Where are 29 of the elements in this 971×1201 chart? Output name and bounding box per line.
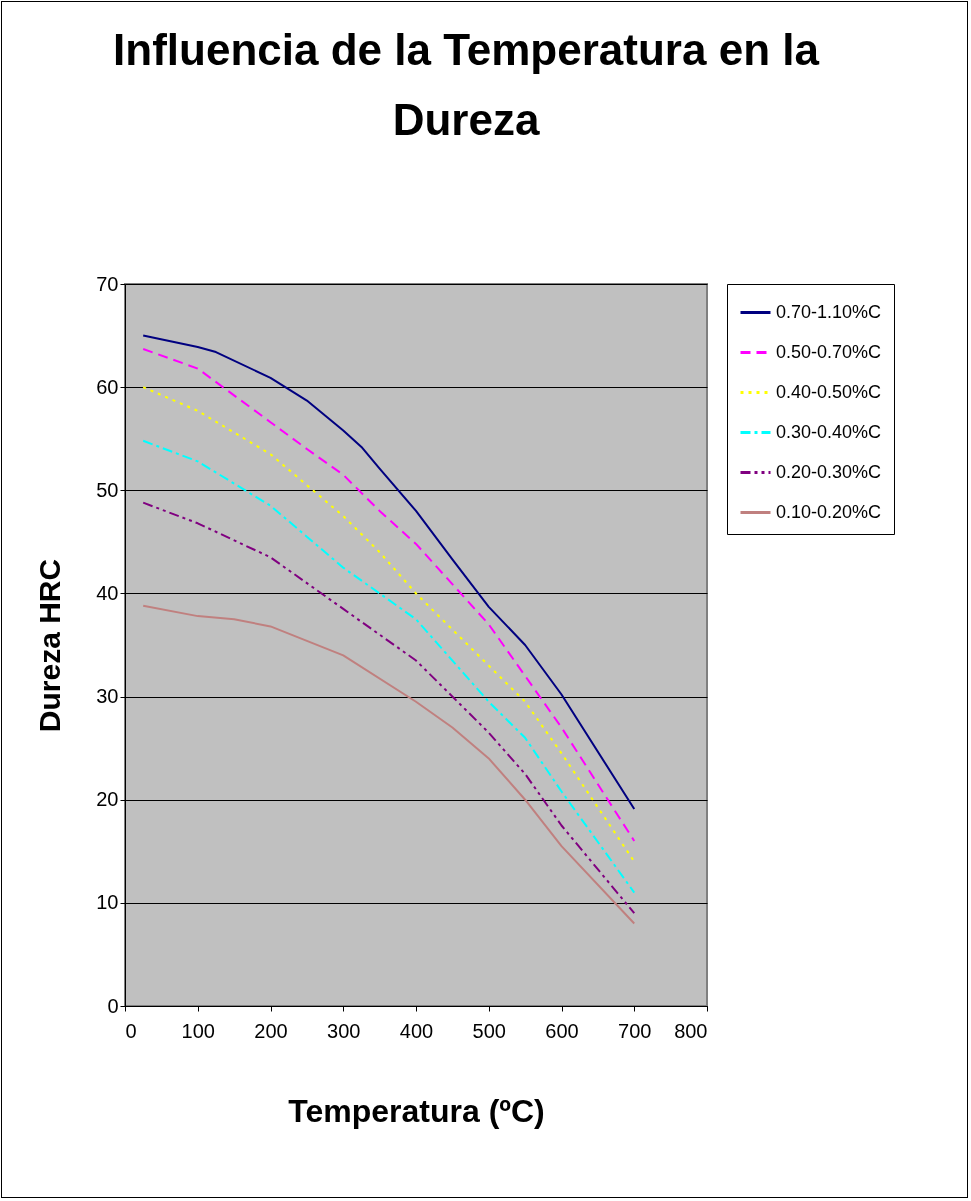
chart-title: Influencia de la Temperatura en la Dureza	[113, 25, 820, 144]
line-series	[142, 501, 636, 915]
legend-label: 0.10-0.20%C	[776, 501, 882, 522]
x-tick-label: 800	[674, 1019, 708, 1042]
y-tick-label: 0	[107, 994, 119, 1017]
legend-label: 0.20-0.30%C	[776, 461, 882, 482]
x-tick-label: 700	[618, 1019, 652, 1042]
x-tick-label: 0	[125, 1019, 137, 1042]
legend-label: 0.40-0.50%C	[776, 381, 882, 402]
y-tick-label: 40	[96, 581, 119, 604]
x-tick-label: 100	[181, 1019, 215, 1042]
x-tick-label: 300	[327, 1019, 361, 1042]
line-series	[142, 439, 636, 894]
y-tick-label: 60	[96, 375, 119, 398]
y-tick-label: 30	[96, 685, 119, 708]
legend-label: 0.50-0.70%C	[776, 341, 882, 362]
y-tick-label: 70	[96, 272, 119, 295]
y-tick-label: 50	[96, 478, 119, 501]
legend-label: 0.70-1.10%C	[776, 301, 882, 322]
x-tick-label: 200	[254, 1019, 288, 1042]
y-axis-title: Dureza HRC	[33, 558, 67, 733]
legend-label: 0.30-0.40%C	[776, 421, 882, 442]
y-tick-label: 10	[96, 891, 119, 914]
line-series	[142, 604, 636, 925]
x-tick-label: 600	[545, 1019, 579, 1042]
x-tick-label: 500	[472, 1019, 506, 1042]
x-tick-label: 400	[399, 1019, 434, 1042]
y-tick-label: 20	[96, 788, 119, 811]
x-axis-title: Temperatura (ºC)	[288, 1092, 545, 1129]
